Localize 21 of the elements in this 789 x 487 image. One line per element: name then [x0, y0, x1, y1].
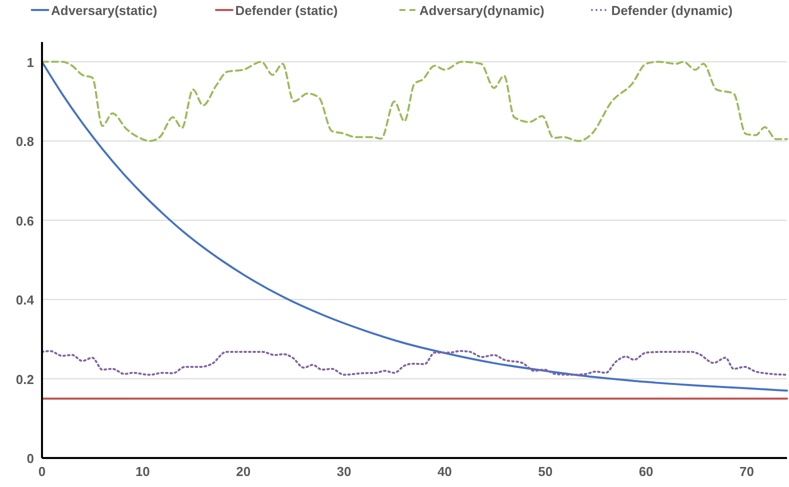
line-series [41, 60, 788, 142]
legend-label: Defender (dynamic) [611, 3, 733, 18]
x-tick-label: 60 [638, 464, 654, 479]
x-tick-label: 40 [437, 464, 452, 479]
y-tick-label: 0.8 [16, 134, 34, 150]
y-tick-label: 0.6 [16, 213, 34, 228]
x-tick-label: 30 [336, 464, 352, 479]
y-tick-label: 0.2 [16, 372, 34, 387]
legend-label: Adversary(dynamic) [419, 3, 544, 18]
legend-label: Adversary(static) [51, 3, 158, 18]
x-tick-label: 50 [538, 464, 553, 479]
x-tick-label: 70 [739, 464, 754, 479]
y-tick-label: 0.4 [16, 292, 35, 308]
line-series [41, 60, 788, 392]
x-tick-label: 10 [135, 464, 150, 479]
line-series [41, 350, 788, 376]
legend-label: Defender (static) [235, 3, 338, 18]
x-tick-label: 0 [38, 464, 46, 479]
y-tick-label: 1 [26, 54, 34, 70]
x-tick-label: 20 [236, 464, 251, 479]
y-tick-label: 0 [26, 451, 34, 466]
